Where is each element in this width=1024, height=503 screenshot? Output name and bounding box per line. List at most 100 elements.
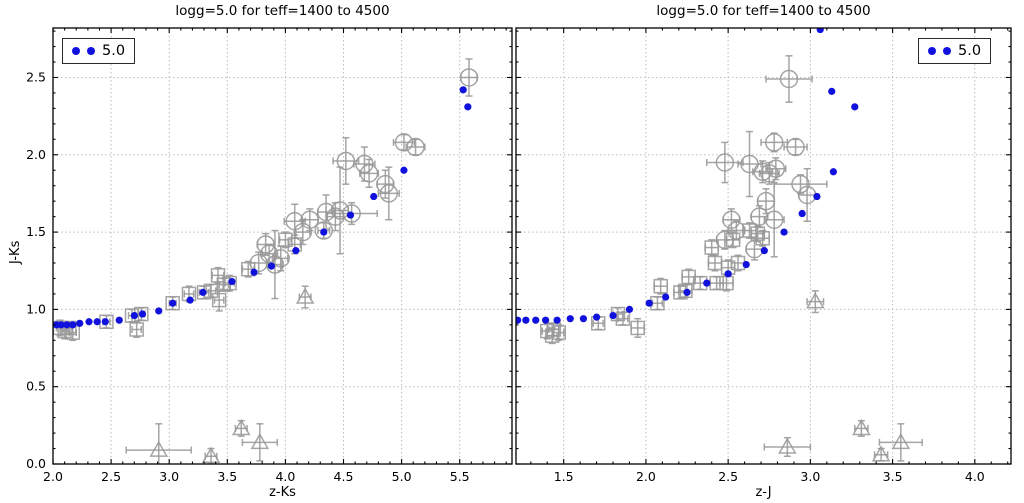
model-point bbox=[370, 192, 378, 201]
x-tick-label: 2.0 bbox=[43, 469, 63, 484]
model-point bbox=[760, 247, 768, 255]
data-point-square bbox=[725, 232, 741, 248]
model-point bbox=[645, 299, 653, 307]
data-point-circle bbox=[256, 235, 275, 254]
data-point-triangle bbox=[778, 437, 797, 454]
model-point bbox=[609, 311, 617, 320]
model-point bbox=[138, 310, 147, 318]
model-point bbox=[186, 296, 194, 304]
data-point-circle bbox=[271, 249, 291, 268]
data-point-circle bbox=[753, 162, 772, 182]
model-point bbox=[851, 103, 859, 111]
data-point-circle bbox=[459, 68, 479, 87]
model-point bbox=[724, 270, 732, 278]
data-layer bbox=[52, 58, 479, 465]
data-point-circle bbox=[300, 210, 320, 229]
model-point bbox=[459, 86, 467, 94]
model-point bbox=[464, 103, 472, 111]
model-point bbox=[57, 321, 65, 329]
model-point bbox=[566, 315, 574, 323]
data-point-circle bbox=[791, 174, 810, 194]
x-tick-label: 3.0 bbox=[159, 469, 179, 484]
x-tick-label: 1.5 bbox=[554, 469, 574, 484]
data-point-square bbox=[210, 268, 226, 283]
model-point bbox=[816, 27, 824, 34]
model-point bbox=[515, 316, 522, 324]
data-point-circle bbox=[760, 164, 779, 183]
data-point-square bbox=[755, 231, 770, 246]
y-tick-label: 0.5 bbox=[26, 379, 46, 394]
legend-marker-dot-icon bbox=[928, 47, 936, 55]
right-legend: 5.0 bbox=[918, 38, 992, 64]
data-point-square bbox=[211, 292, 227, 308]
right-plot-area: 1.5 2.0 2.5 3.0 3.5 4.0 bbox=[515, 27, 1012, 484]
data-point-circle bbox=[355, 154, 374, 174]
x-tick-label: 2.5 bbox=[718, 469, 738, 484]
legend-marker-dot-icon bbox=[87, 47, 95, 55]
data-point-circle bbox=[376, 174, 395, 194]
y-tick-label: 2.0 bbox=[26, 147, 46, 162]
axes-spines bbox=[52, 27, 513, 465]
x-axis-label-right: z-J bbox=[755, 485, 772, 500]
legend-marker-dot-icon bbox=[72, 47, 80, 55]
left-plot-title: logg=5.0 for teff=1400 to 4500 bbox=[175, 3, 390, 19]
model-point bbox=[228, 277, 236, 286]
data-point-circle bbox=[779, 69, 799, 89]
model-point bbox=[130, 311, 138, 320]
data-point-square bbox=[222, 275, 237, 291]
x-tick-label: 5.5 bbox=[450, 469, 470, 484]
data-point-circle bbox=[379, 184, 399, 203]
data-point-circle bbox=[265, 255, 285, 274]
axes-spines bbox=[515, 27, 1012, 465]
model-point bbox=[703, 279, 711, 287]
model-point bbox=[828, 87, 836, 95]
model-point bbox=[85, 318, 93, 326]
model-point bbox=[592, 313, 601, 321]
data-point-triangle bbox=[295, 287, 315, 304]
model-point bbox=[155, 307, 163, 315]
data-point-square bbox=[551, 325, 567, 340]
data-point-circle bbox=[330, 201, 350, 220]
data-point-circle bbox=[766, 159, 786, 178]
model-point bbox=[169, 299, 177, 307]
data-point-triangle bbox=[231, 418, 251, 436]
data-point-triangle bbox=[871, 445, 891, 462]
data-point-square bbox=[278, 232, 293, 248]
y-tick-label: 0.0 bbox=[26, 456, 46, 471]
data-point-triangle bbox=[250, 432, 270, 450]
x-tick-label: 4.5 bbox=[334, 469, 354, 484]
y-tick-label: 1.0 bbox=[26, 301, 46, 316]
x-axis-label-left: z-Ks bbox=[269, 485, 296, 500]
model-point bbox=[662, 293, 670, 301]
model-point bbox=[63, 321, 71, 329]
model-point bbox=[76, 319, 84, 327]
data-point-square bbox=[615, 311, 631, 326]
data-point-circle bbox=[764, 133, 784, 152]
model-point bbox=[320, 228, 328, 236]
model-point bbox=[553, 316, 561, 324]
data-point-circle bbox=[750, 207, 769, 226]
data-point-circle bbox=[316, 202, 336, 222]
data-point-square bbox=[129, 322, 144, 337]
model-point bbox=[742, 260, 750, 269]
y-axis-label: J-Ks bbox=[8, 240, 23, 264]
right-plot-title: logg=5.0 for teff=1400 to 4500 bbox=[656, 3, 871, 19]
x-tick-label: 4.0 bbox=[965, 469, 985, 484]
model-point bbox=[400, 166, 408, 174]
model-point bbox=[199, 288, 207, 296]
data-layer bbox=[515, 27, 923, 462]
x-tick-label: 5.0 bbox=[392, 469, 412, 484]
data-point-square bbox=[742, 223, 757, 238]
data-point-circle bbox=[715, 153, 735, 172]
model-point bbox=[346, 211, 355, 219]
data-point-triangle bbox=[149, 440, 169, 457]
data-point-triangle bbox=[806, 292, 825, 309]
data-point-circle bbox=[259, 244, 279, 263]
model-point bbox=[798, 209, 806, 218]
data-point-square bbox=[630, 320, 645, 336]
data-point-square bbox=[165, 295, 180, 311]
x-tick-label: 2.5 bbox=[101, 469, 121, 484]
data-point-square bbox=[750, 226, 765, 241]
model-point bbox=[542, 316, 550, 324]
